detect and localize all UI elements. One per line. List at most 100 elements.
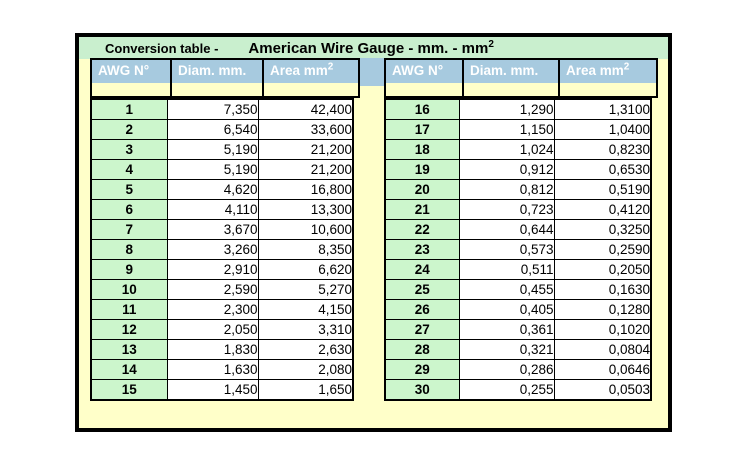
area-cell: 13,300 [257,199,354,220]
table-row: 3 5,190 21,200 [90,139,354,160]
awg-number-cell: 26 [384,299,460,320]
column-header-area-text: Area mm [270,63,328,78]
table-row: 5 4,620 16,800 [90,179,354,200]
area-cell: 10,600 [257,219,354,240]
diameter-cell: 2,590 [166,279,259,300]
table-row: 15 1,450 1,650 [90,379,354,401]
data-table-right: 16 1,290 1,3100 17 1,150 1,0400 18 1,024 0,8230 1… [384,98,652,401]
area-cell: 0,8230 [553,139,652,160]
table-row: 2 6,540 33,600 [90,119,354,140]
diameter-cell: 0,812 [458,179,555,200]
diameter-cell: 1,150 [458,119,555,140]
area-cell: 1,3100 [553,98,652,120]
table-row: 12 2,050 3,310 [90,319,354,340]
awg-number-cell: 27 [384,319,460,340]
area-cell: 1,650 [257,379,354,401]
table-row: 18 1,024 0,8230 [384,139,652,160]
awg-number-cell: 1 [90,98,168,120]
awg-number-cell: 9 [90,259,168,280]
table-row: 20 0,812 0,5190 [384,179,652,200]
header-spacer [464,83,558,96]
diameter-cell: 0,912 [458,159,555,180]
awg-number-cell: 14 [90,359,168,380]
awg-number-cell: 25 [384,279,460,300]
awg-number-cell: 5 [90,179,168,200]
table-row: 7 3,670 10,600 [90,219,354,240]
area-cell: 8,350 [257,239,354,260]
awg-number-cell: 16 [384,98,460,120]
area-cell: 2,080 [257,359,354,380]
column-header-diam: Diam. mm. [462,60,558,96]
diameter-cell: 4,110 [166,199,259,220]
column-header-area-label: Area mm2 [264,60,358,83]
header-spacer [560,83,656,96]
diameter-cell: 2,910 [166,259,259,280]
area-cell: 2,630 [257,339,354,360]
diameter-cell: 0,511 [458,259,555,280]
awg-number-cell: 29 [384,359,460,380]
awg-number-cell: 4 [90,159,168,180]
area-cell: 6,620 [257,259,354,280]
column-header-area-superscript: 2 [623,61,630,73]
column-header-area-text: Area mm [566,63,624,78]
header-spacer [92,83,170,96]
area-cell: 0,1630 [553,279,652,300]
diameter-cell: 0,255 [458,379,555,401]
diameter-cell: 0,723 [458,199,555,220]
table-row: 17 1,150 1,0400 [384,119,652,140]
area-cell: 21,200 [257,139,354,160]
diameter-cell: 0,286 [458,359,555,380]
table-row: 11 2,300 4,150 [90,299,354,320]
table-row: 4 5,190 21,200 [90,159,354,180]
column-header-diam-label: Diam. mm. [464,60,558,83]
table-title-band: Conversion table - American Wire Gauge -… [79,37,668,59]
table-row: 21 0,723 0,4120 [384,199,652,220]
column-header-awg-label: AWG N° [92,60,170,83]
diameter-cell: 4,620 [166,179,259,200]
area-cell: 3,310 [257,319,354,340]
diameter-cell: 2,300 [166,299,259,320]
awg-number-cell: 30 [384,379,460,401]
column-header-awg-label: AWG N° [386,60,462,83]
header-spacer [264,83,358,96]
table-row: 24 0,511 0,2050 [384,259,652,280]
diameter-cell: 1,450 [166,379,259,401]
diameter-cell: 3,260 [166,239,259,260]
header-gap-strip [360,58,384,86]
diameter-cell: 0,321 [458,339,555,360]
column-header-area-superscript: 2 [327,61,334,73]
awg-number-cell: 13 [90,339,168,360]
awg-number-cell: 15 [90,379,168,401]
awg-number-cell: 12 [90,319,168,340]
area-cell: 0,0804 [553,339,652,360]
table-row: 23 0,573 0,2590 [384,239,652,260]
area-cell: 4,150 [257,299,354,320]
diameter-cell: 6,540 [166,119,259,140]
area-cell: 33,600 [257,119,354,140]
awg-number-cell: 3 [90,139,168,160]
area-cell: 0,2050 [553,259,652,280]
awg-number-cell: 23 [384,239,460,260]
table-title-main: American Wire Gauge - mm. - mm2 [248,39,494,57]
data-table-left: 1 7,350 42,400 2 6,540 33,600 3 5,190 21,200 4 5,1… [90,98,354,401]
awg-number-cell: 18 [384,139,460,160]
diameter-cell: 1,830 [166,339,259,360]
awg-number-cell: 19 [384,159,460,180]
table-row: 22 0,644 0,3250 [384,219,652,240]
diameter-cell: 2,050 [166,319,259,340]
area-cell: 0,2590 [553,239,652,260]
diameter-cell: 3,670 [166,219,259,240]
awg-number-cell: 6 [90,199,168,220]
awg-number-cell: 20 [384,179,460,200]
header-spacer [386,83,462,96]
table-row: 28 0,321 0,0804 [384,339,652,360]
awg-number-cell: 28 [384,339,460,360]
diameter-cell: 0,405 [458,299,555,320]
awg-number-cell: 22 [384,219,460,240]
area-cell: 21,200 [257,159,354,180]
area-cell: 0,5190 [553,179,652,200]
diameter-cell: 0,361 [458,319,555,340]
column-header-diam: Diam. mm. [170,60,262,96]
header-row-right: AWG N° Diam. mm. Area mm2 [384,58,658,98]
column-header-area: Area mm2 [262,60,358,96]
